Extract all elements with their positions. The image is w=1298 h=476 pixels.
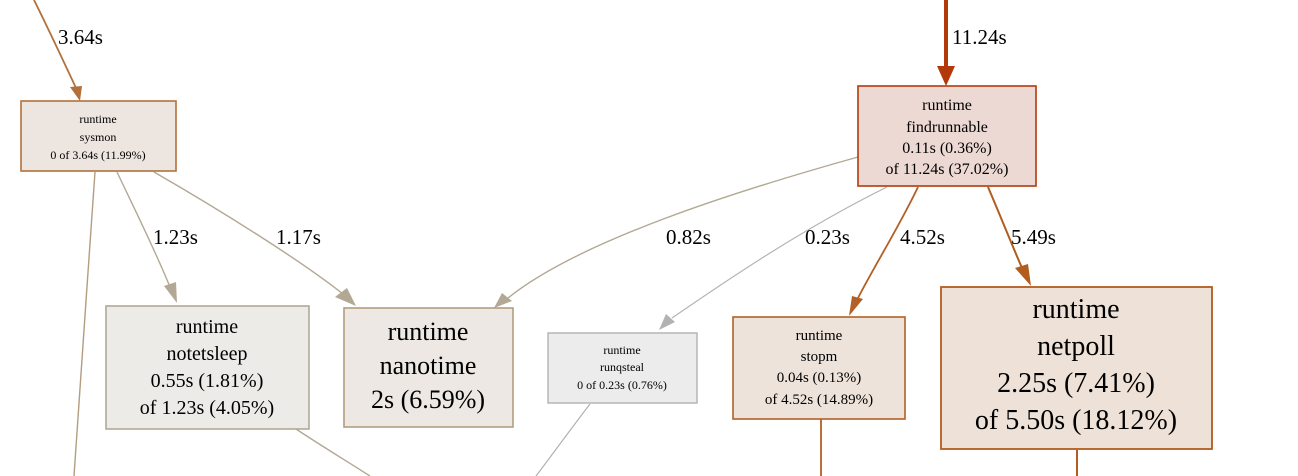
arrowhead-sysmon-notetsleep [164, 282, 177, 303]
edge-sysmon-down-left [73, 171, 96, 476]
node-sysmon-line-2: sysmon [80, 130, 117, 144]
node-sysmon[interactable]: runtime sysmon 0 of 3.64s (11.99%) [20, 100, 177, 172]
node-runqsteal[interactable]: runtime runqsteal 0 of 0.23s (0.76%) [547, 332, 698, 404]
arrowhead-findrunnable-netpoll [1015, 264, 1031, 286]
edge-runqsteal-down [535, 403, 591, 476]
edge-label-to-findrunnable: 11.24s [952, 25, 1007, 49]
edge-label-findrunnable-stopm: 4.52s [900, 225, 945, 249]
node-notetsleep-line-4: of 1.23s (4.05%) [140, 397, 274, 419]
node-nanotime-line-1: runtime [388, 317, 469, 346]
node-sysmon-line-1: runtime [79, 112, 116, 126]
edge-label-findrunnable-netpoll: 5.49s [1011, 225, 1056, 249]
node-runqsteal-line-1: runtime [603, 343, 640, 357]
edge-label-sysmon-nanotime: 1.17s [276, 225, 321, 249]
node-sysmon-line-3: 0 of 3.64s (11.99%) [50, 148, 145, 162]
edge-notetsleep-down [295, 428, 371, 476]
node-netpoll-line-3: 2.25s (7.41%) [997, 368, 1155, 399]
edge-label-findrunnable-nanotime: 0.82s [666, 225, 711, 249]
node-stopm-line-3: 0.04s (0.13%) [777, 370, 862, 386]
arrowhead-sysmon-nanotime [335, 288, 356, 306]
edge-findrunnable-runqsteal [671, 186, 888, 319]
arrowhead-to-sysmon [70, 86, 82, 101]
node-stopm-line-2: stopm [801, 349, 838, 365]
node-findrunnable-line-1: runtime [922, 97, 972, 114]
node-stopm[interactable]: runtime stopm 0.04s (0.13%) of 4.52s (14… [732, 316, 906, 420]
arrowhead-findrunnable-stopm [849, 296, 863, 316]
node-stopm-line-4: of 4.52s (14.89%) [765, 392, 873, 408]
edge-label-findrunnable-runqsteal: 0.23s [805, 225, 850, 249]
edge-findrunnable-stopm [857, 186, 919, 299]
edge-findrunnable-nanotime [507, 156, 859, 299]
edge-label-sysmon-notetsleep: 1.23s [153, 225, 198, 249]
node-netpoll-line-1: runtime [1032, 294, 1119, 325]
node-notetsleep-line-3: 0.55s (1.81%) [151, 370, 264, 392]
node-notetsleep[interactable]: runtime notetsleep 0.55s (1.81%) of 1.23… [105, 305, 310, 430]
node-netpoll-line-4: of 5.50s (18.12%) [975, 405, 1177, 436]
node-netpoll[interactable]: runtime netpoll 2.25s (7.41%) of 5.50s (… [940, 286, 1213, 450]
arrowhead-to-findrunnable [937, 66, 955, 86]
node-nanotime[interactable]: runtime nanotime 2s (6.59%) [343, 307, 514, 428]
node-findrunnable-line-2: findrunnable [906, 119, 988, 136]
node-findrunnable-line-3: 0.11s (0.36%) [902, 140, 992, 157]
edge-sysmon-nanotime [153, 171, 344, 295]
node-findrunnable[interactable]: runtime findrunnable 0.11s (0.36%) of 11… [857, 85, 1037, 187]
node-nanotime-line-3: 2s (6.59%) [371, 385, 485, 414]
node-runqsteal-line-2: runqsteal [600, 360, 645, 374]
arrowhead-findrunnable-runqsteal [659, 314, 675, 330]
edge-label-to-sysmon: 3.64s [58, 25, 103, 49]
node-runqsteal-line-3: 0 of 0.23s (0.76%) [577, 378, 667, 392]
node-netpoll-line-2: netpoll [1037, 331, 1115, 362]
edge-to-sysmon [33, 0, 77, 89]
arrowhead-findrunnable-nanotime [494, 293, 512, 308]
edge-findrunnable-netpoll [987, 186, 1023, 269]
node-findrunnable-line-4: of 11.24s (37.02%) [886, 161, 1009, 178]
node-notetsleep-line-2: notetsleep [166, 343, 247, 365]
node-nanotime-line-2: nanotime [380, 351, 477, 380]
node-stopm-line-1: runtime [796, 328, 843, 344]
edge-sysmon-notetsleep [116, 171, 171, 288]
node-notetsleep-line-1: runtime [176, 316, 238, 338]
